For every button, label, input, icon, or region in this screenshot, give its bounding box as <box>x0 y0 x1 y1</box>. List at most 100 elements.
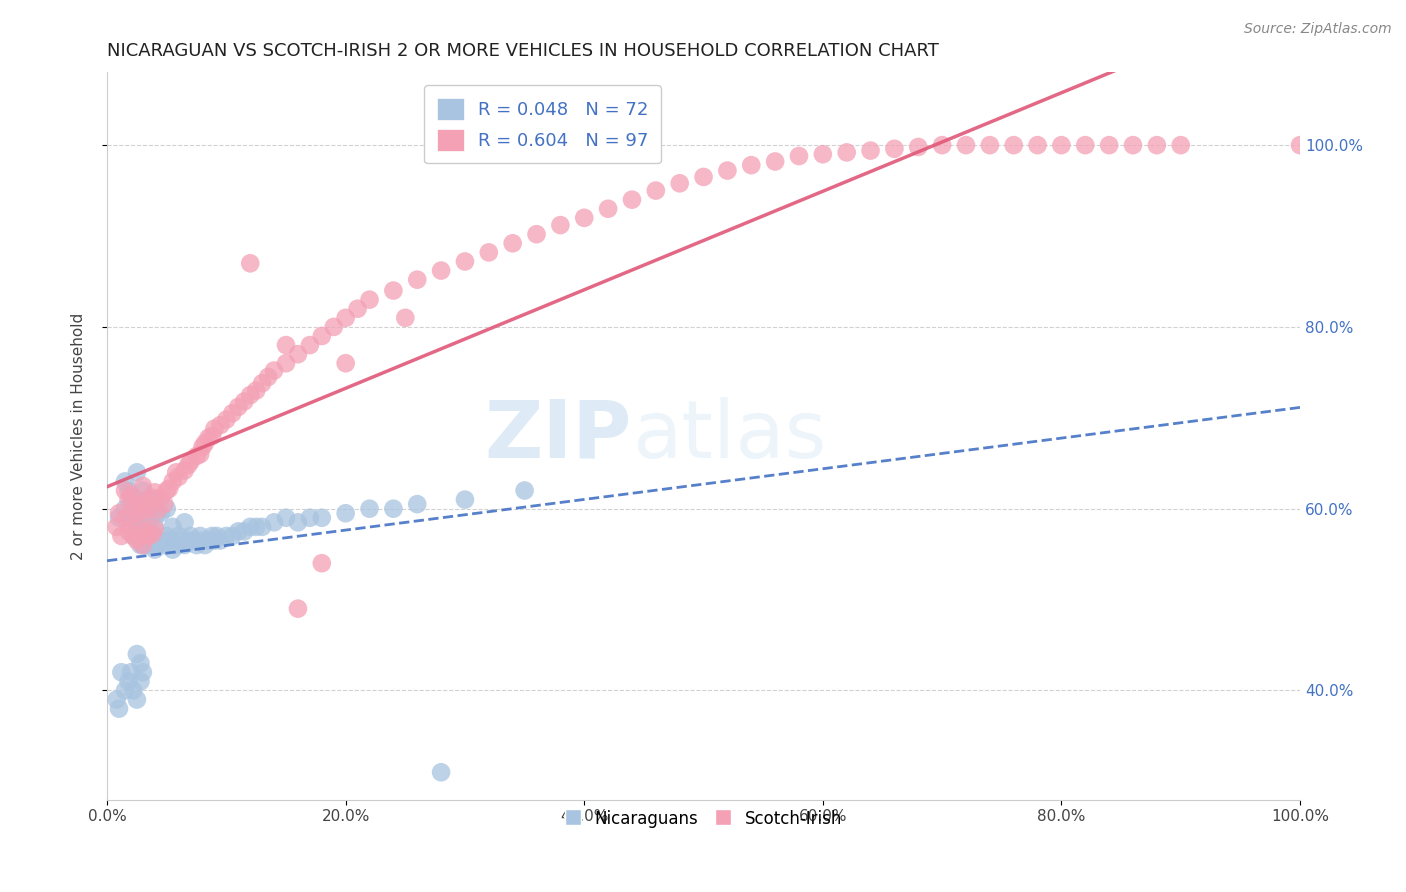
Point <box>382 284 405 298</box>
Point <box>143 520 166 534</box>
Point <box>263 516 285 530</box>
Point <box>346 301 368 316</box>
Point <box>215 412 238 426</box>
Point <box>191 533 214 548</box>
Point <box>335 356 357 370</box>
Point <box>186 538 208 552</box>
Point <box>209 533 232 548</box>
Point <box>859 144 882 158</box>
Point <box>740 158 762 172</box>
Point <box>406 273 429 287</box>
Point <box>105 520 128 534</box>
Point <box>138 492 160 507</box>
Point <box>250 520 273 534</box>
Point <box>125 506 148 520</box>
Point <box>430 765 453 780</box>
Point <box>257 370 280 384</box>
Point <box>122 501 145 516</box>
Point <box>146 538 169 552</box>
Point <box>125 520 148 534</box>
Point <box>138 529 160 543</box>
Point <box>132 483 155 498</box>
Point <box>117 674 139 689</box>
Point <box>298 510 321 524</box>
Point <box>120 492 142 507</box>
Point <box>1050 138 1073 153</box>
Point <box>221 529 243 543</box>
Point <box>430 263 453 277</box>
Point <box>180 454 202 468</box>
Point <box>110 665 132 680</box>
Point <box>122 501 145 516</box>
Point <box>129 510 152 524</box>
Point <box>108 701 131 715</box>
Point <box>287 601 309 615</box>
Point <box>170 533 193 548</box>
Point <box>177 458 200 472</box>
Point <box>162 542 184 557</box>
Point <box>157 482 180 496</box>
Point <box>204 422 226 436</box>
Point <box>114 475 136 489</box>
Text: NICARAGUAN VS SCOTCH-IRISH 2 OR MORE VEHICLES IN HOUSEHOLD CORRELATION CHART: NICARAGUAN VS SCOTCH-IRISH 2 OR MORE VEH… <box>107 42 939 60</box>
Point <box>1122 138 1144 153</box>
Point <box>197 431 219 445</box>
Point <box>108 506 131 520</box>
Point <box>141 501 163 516</box>
Point <box>274 356 297 370</box>
Point <box>1146 138 1168 153</box>
Point <box>233 524 256 539</box>
Point <box>146 506 169 520</box>
Point <box>226 524 249 539</box>
Point <box>233 394 256 409</box>
Point <box>239 520 262 534</box>
Point <box>132 479 155 493</box>
Point <box>165 538 187 552</box>
Point <box>167 529 190 543</box>
Point <box>322 319 344 334</box>
Point <box>311 329 333 343</box>
Point <box>132 665 155 680</box>
Point <box>114 683 136 698</box>
Point <box>955 138 977 153</box>
Legend: Nicaraguans, Scotch-Irish: Nicaraguans, Scotch-Irish <box>558 804 849 835</box>
Point <box>125 692 148 706</box>
Point <box>129 529 152 543</box>
Point <box>250 376 273 391</box>
Point <box>194 436 217 450</box>
Point <box>114 510 136 524</box>
Point <box>134 501 156 516</box>
Point <box>156 501 179 516</box>
Point <box>125 492 148 507</box>
Y-axis label: 2 or more Vehicles in Household: 2 or more Vehicles in Household <box>72 312 86 559</box>
Point <box>716 163 738 178</box>
Point <box>157 533 180 548</box>
Point <box>287 516 309 530</box>
Point <box>117 524 139 539</box>
Point <box>787 149 810 163</box>
Point <box>134 524 156 539</box>
Point <box>502 236 524 251</box>
Point <box>120 520 142 534</box>
Point <box>132 501 155 516</box>
Point <box>201 429 224 443</box>
Text: ZIP: ZIP <box>485 397 631 475</box>
Point <box>146 503 169 517</box>
Point <box>138 520 160 534</box>
Point <box>979 138 1001 153</box>
Point <box>141 529 163 543</box>
Point <box>194 538 217 552</box>
Point <box>120 488 142 502</box>
Point <box>1289 138 1312 153</box>
Point <box>454 492 477 507</box>
Point <box>298 338 321 352</box>
Point <box>454 254 477 268</box>
Point <box>143 522 166 536</box>
Point <box>274 510 297 524</box>
Point <box>138 501 160 516</box>
Point <box>153 538 176 552</box>
Point <box>143 492 166 507</box>
Point <box>574 211 596 225</box>
Point <box>108 510 131 524</box>
Point <box>311 556 333 570</box>
